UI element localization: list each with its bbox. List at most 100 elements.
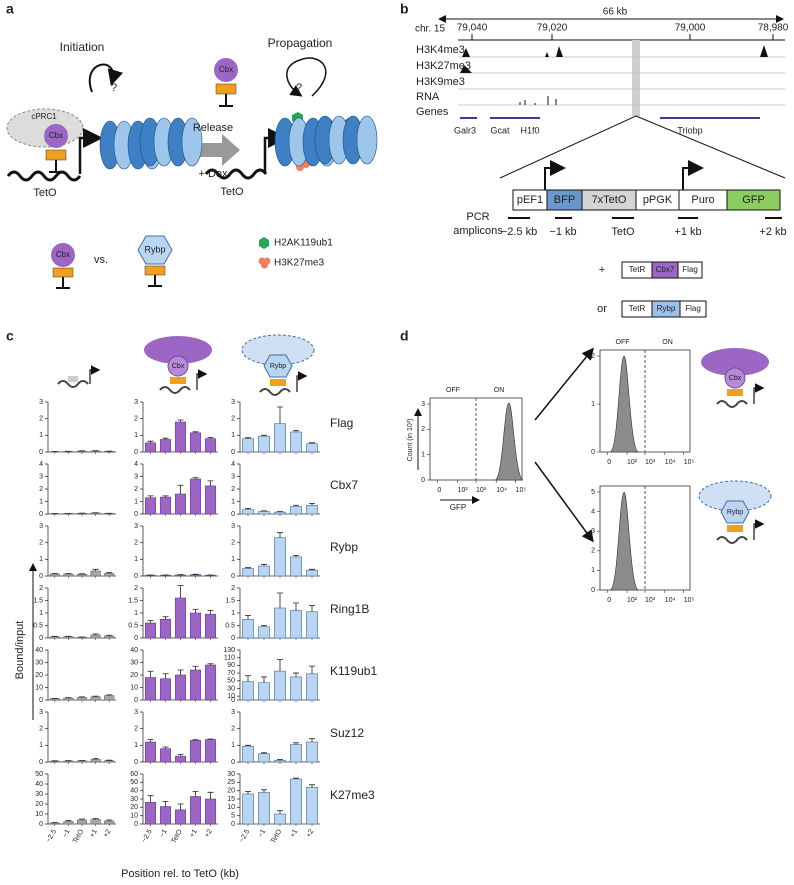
bar — [290, 610, 302, 639]
bar — [189, 796, 202, 825]
row-label: Cbx7 — [330, 478, 358, 492]
label: TetO — [611, 226, 635, 238]
label: Cbx — [729, 375, 742, 382]
y-tick-label: 2 — [421, 426, 425, 433]
bar — [159, 496, 172, 515]
bar — [76, 450, 88, 453]
label: H3K9me3 — [416, 76, 465, 88]
y-tick-label: 10 — [227, 804, 235, 811]
bar — [174, 421, 187, 453]
y-tick-label: 10 — [227, 693, 235, 700]
label: Gcat — [490, 125, 510, 135]
error-bar — [177, 669, 184, 675]
label: Rybp — [144, 244, 165, 254]
label: 78,980 — [758, 23, 789, 34]
bar — [63, 636, 74, 639]
error-bar — [51, 635, 58, 637]
y-tick-label: 1.5 — [225, 597, 235, 604]
error-bar — [245, 615, 251, 620]
error-bar — [261, 563, 267, 566]
panel-b-drawing-part — [519, 96, 557, 105]
error-bar — [92, 568, 99, 571]
label: Position rel. to TetO (kb) — [121, 868, 239, 880]
label: H1f0 — [520, 125, 539, 135]
label: Galr3 — [454, 125, 476, 135]
error-bar — [277, 759, 283, 761]
row-label: Ring1B — [330, 602, 369, 616]
error-bar — [277, 592, 283, 608]
x-tick-label: 10⁴ — [665, 459, 676, 466]
label: Triobp — [677, 125, 702, 135]
panel-c-icons-part — [270, 379, 286, 386]
panel-c-icons-part — [57, 380, 89, 388]
label: ON — [494, 387, 505, 394]
bar — [104, 760, 115, 763]
y-tick-label: 3 — [134, 523, 138, 530]
bar — [174, 809, 187, 825]
y-tick-label: 30 — [227, 771, 235, 778]
y-tick-label: 0 — [39, 573, 43, 580]
error-bar — [147, 620, 154, 623]
label: Flag — [682, 265, 698, 274]
error-bar — [207, 610, 214, 615]
x-tick-label: TetO — [270, 828, 284, 845]
error-bar — [277, 406, 283, 424]
error-bar — [106, 819, 113, 821]
error-bar — [177, 585, 184, 598]
label: or — [597, 303, 607, 315]
x-tick-label: 0 — [437, 487, 441, 494]
error-bar — [147, 440, 154, 443]
label: ? — [296, 82, 302, 94]
y-tick-label: 0 — [231, 759, 235, 766]
y-tick-label: 2 — [39, 540, 43, 547]
label: TetO — [220, 186, 244, 198]
label: Rybp — [270, 363, 286, 370]
y-tick-label: 1 — [231, 610, 235, 617]
label: Cbx7 — [656, 265, 675, 274]
panel-b-drawing — [438, 15, 786, 318]
label: Propagation — [268, 36, 333, 50]
bar — [242, 681, 254, 701]
error-bar — [207, 791, 214, 799]
y-tick-label: 0 — [134, 635, 138, 642]
y-tick-label: 3 — [421, 401, 425, 408]
y-tick-label: 1 — [231, 556, 235, 563]
panel-c-icons-part — [170, 377, 186, 384]
bar — [63, 760, 74, 763]
error-bar — [65, 697, 72, 699]
error-bar — [293, 602, 299, 611]
bar — [159, 439, 172, 453]
bar — [306, 673, 318, 701]
x-tick-label: 0 — [607, 459, 611, 466]
panel-a-drawing-part — [215, 83, 237, 95]
y-tick-label: 1 — [134, 556, 138, 563]
nucleosome — [356, 115, 378, 165]
y-tick-label: 2 — [39, 486, 43, 493]
bar — [274, 537, 286, 577]
error-bar — [309, 665, 315, 674]
nucleosome — [181, 117, 203, 167]
bar — [144, 802, 157, 825]
y-tick-label: 0 — [39, 635, 43, 642]
bar — [49, 636, 60, 639]
panel-label: d — [400, 328, 409, 344]
panel-a-drawing-part — [259, 237, 269, 249]
bar — [290, 506, 302, 515]
bar — [144, 677, 157, 701]
panel-d-drawing-part — [724, 367, 746, 389]
y-tick-label: 90 — [227, 662, 235, 669]
error-bar — [245, 675, 251, 682]
error-bar — [309, 502, 315, 506]
error-bar — [261, 434, 267, 437]
panel-c-icons — [57, 334, 315, 396]
y-tick-label: 4 — [591, 508, 595, 515]
bar — [258, 792, 270, 825]
histogram — [610, 491, 639, 591]
error-bar — [177, 754, 184, 757]
y-tick-label: 0 — [231, 635, 235, 642]
bar — [242, 509, 254, 515]
y-tick-label: 3 — [231, 473, 235, 480]
x-tick-label: −2.5 — [45, 828, 58, 844]
bar — [204, 739, 217, 763]
bar — [144, 741, 157, 763]
